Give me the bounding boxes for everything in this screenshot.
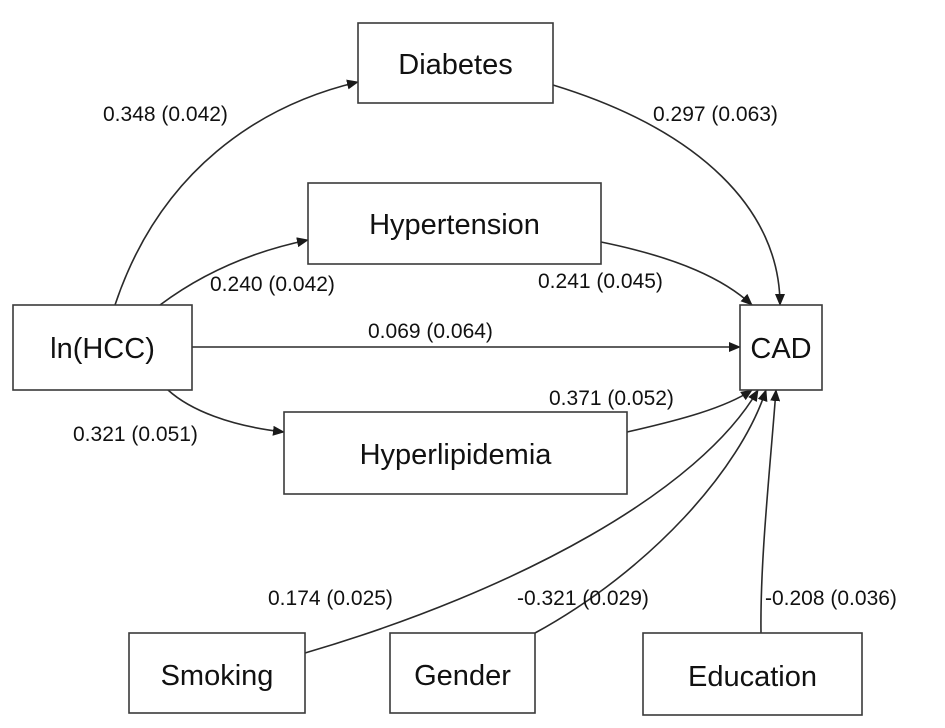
label-hcc-hypertension: 0.240 (0.042) (210, 273, 335, 296)
node-hyperlipidemia-box (283, 411, 628, 495)
node-hyperlipidemia-label: Hyperlipidemia (360, 439, 553, 471)
label-smoking-cad: 0.174 (0.025) (268, 587, 393, 610)
node-diabetes-box (357, 22, 554, 104)
node-hyperlipidemia: Hyperlipidemia (283, 411, 628, 495)
node-cad-label: CAD (750, 333, 811, 365)
label-hyperlipidemia-cad: 0.371 (0.052) (549, 387, 674, 410)
edge-hcc-hyperlipidemia (167, 389, 285, 436)
node-smoking-box (128, 632, 306, 714)
label-education-cad: -0.208 (0.036) (765, 587, 897, 610)
edge-smoking-cad (304, 389, 759, 654)
edge-hcc-diabetes (114, 79, 359, 306)
edges (114, 79, 785, 654)
label-gender-cad: -0.321 (0.029) (517, 587, 649, 610)
node-hypertension-box (307, 182, 602, 265)
edge-hcc-hypertension (159, 237, 309, 306)
label-diabetes-cad: 0.297 (0.063) (653, 103, 778, 126)
node-diabetes: Diabetes (357, 22, 554, 104)
node-gender-box (389, 632, 536, 714)
node-education-label: Education (688, 661, 817, 693)
node-diabetes-label: Diabetes (398, 49, 512, 81)
label-hcc-hyperlipidemia: 0.321 (0.051) (73, 423, 198, 446)
edge-labels: 0.348 (0.042) 0.297 (0.063) 0.240 (0.042… (73, 103, 897, 610)
node-education: Education (642, 632, 863, 716)
edge-education-cad (760, 389, 781, 634)
node-cad: CAD (739, 304, 823, 391)
node-hypertension-label: Hypertension (369, 209, 540, 241)
label-hypertension-cad: 0.241 (0.045) (538, 270, 663, 293)
node-smoking: Smoking (128, 632, 306, 714)
node-education-box (642, 632, 863, 716)
node-hcc: ln(HCC) (12, 304, 193, 391)
nodes: Diabetes Hypertension ln(HCC) Hyperlipid… (12, 22, 863, 716)
node-cad-box (739, 304, 823, 391)
node-hcc-label: ln(HCC) (50, 333, 155, 365)
edge-hyperlipidemia-cad (626, 389, 753, 433)
label-hcc-cad: 0.069 (0.064) (368, 320, 493, 343)
node-gender: Gender (389, 632, 536, 714)
edge-diabetes-cad (552, 84, 785, 306)
label-hcc-diabetes: 0.348 (0.042) (103, 103, 228, 126)
node-smoking-label: Smoking (161, 660, 274, 692)
edge-hypertension-cad (600, 241, 753, 306)
node-hcc-box (12, 304, 193, 391)
node-hypertension: Hypertension (307, 182, 602, 265)
node-gender-label: Gender (414, 660, 511, 692)
edge-gender-cad (534, 389, 768, 634)
